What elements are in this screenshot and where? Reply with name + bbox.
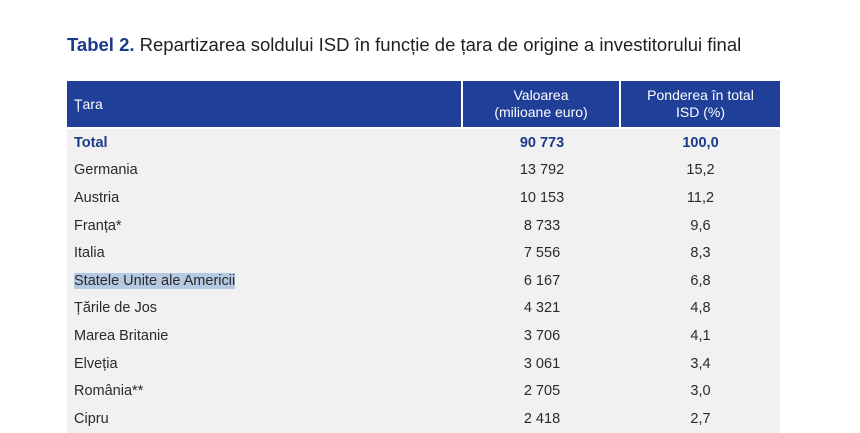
table-row-total: Total 90 773 100,0 bbox=[67, 129, 780, 157]
cell-country: Cipru bbox=[74, 410, 109, 427]
header-country: Țara bbox=[67, 81, 463, 127]
cell-value: 6 167 bbox=[523, 272, 561, 289]
cell-share: 11,2 bbox=[686, 189, 715, 206]
cell-share: 9,6 bbox=[690, 217, 711, 234]
header-country-label: Țara bbox=[74, 96, 103, 112]
table-row: Elveția 3 061 3,4 bbox=[67, 350, 780, 378]
table-number: Tabel 2. bbox=[67, 34, 135, 55]
header-share-line1: Ponderea în total bbox=[647, 87, 754, 103]
isd-table: Țara Valoarea (milioane euro) Ponderea î… bbox=[67, 81, 780, 433]
cell-country: Țările de Jos bbox=[74, 300, 158, 317]
table-row: Statele Unite ale Americii 6 167 6,8 bbox=[67, 267, 780, 295]
selected-text[interactable]: Statele Unite ale Americii bbox=[74, 272, 236, 289]
cell-value: 2 418 bbox=[523, 410, 561, 427]
cell-country: Total bbox=[74, 134, 108, 151]
table-body: Total 90 773 100,0 Germania 13 792 15,2 … bbox=[67, 127, 780, 433]
table-row: Marea Britanie 3 706 4,1 bbox=[67, 322, 780, 350]
cell-value: 10 153 bbox=[519, 189, 565, 206]
cell-value: 90 773 bbox=[519, 134, 565, 151]
cell-country: Franța* bbox=[74, 217, 122, 234]
table-row: România** 2 705 3,0 bbox=[67, 377, 780, 405]
cell-country: Austria bbox=[74, 189, 120, 206]
cell-country: Italia bbox=[74, 245, 105, 262]
table-row: Franța* 8 733 9,6 bbox=[67, 212, 780, 240]
header-value-line2: (milioane euro) bbox=[494, 104, 588, 120]
cell-country: Marea Britanie bbox=[74, 327, 169, 344]
cell-share: 8,3 bbox=[690, 245, 711, 262]
cell-country[interactable]: Statele Unite ale Americii bbox=[67, 272, 463, 289]
table-header: Țara Valoarea (milioane euro) Ponderea î… bbox=[67, 81, 780, 127]
header-share: Ponderea în total ISD (%) bbox=[621, 81, 780, 127]
cell-value: 7 556 bbox=[523, 245, 561, 262]
table-row: Cipru 2 418 2,7 bbox=[67, 405, 780, 433]
cell-value: 3 706 bbox=[523, 327, 561, 344]
cell-value: 13 792 bbox=[519, 162, 565, 179]
table-row: Germania 13 792 15,2 bbox=[67, 157, 780, 185]
cell-country: Germania bbox=[74, 162, 138, 179]
cell-share: 3,4 bbox=[690, 355, 711, 372]
cell-value: 3 061 bbox=[523, 355, 561, 372]
table-row: Țările de Jos 4 321 4,8 bbox=[67, 295, 780, 323]
cell-country: Elveția bbox=[74, 355, 118, 372]
header-value: Valoarea (milioane euro) bbox=[463, 81, 621, 127]
cell-share: 4,8 bbox=[690, 300, 711, 317]
table-caption: Repartizarea soldului ISD în funcție de … bbox=[139, 34, 742, 55]
header-value-line1: Valoarea bbox=[513, 87, 569, 103]
cell-share: 3,0 bbox=[690, 383, 711, 400]
table-row: Italia 7 556 8,3 bbox=[67, 239, 780, 267]
cell-value: 2 705 bbox=[523, 383, 561, 400]
table-title: Tabel 2. Repartizarea soldului ISD în fu… bbox=[67, 34, 741, 56]
cell-share: 4,1 bbox=[690, 327, 711, 344]
header-share-line2: ISD (%) bbox=[675, 104, 725, 120]
cell-value: 8 733 bbox=[523, 217, 561, 234]
cell-share: 6,8 bbox=[690, 272, 711, 289]
cell-share: 15,2 bbox=[686, 162, 715, 179]
cell-share: 2,7 bbox=[690, 410, 711, 427]
cell-value: 4 321 bbox=[523, 300, 561, 317]
cell-country: România** bbox=[74, 383, 144, 400]
cell-share: 100,0 bbox=[682, 134, 719, 151]
table-row: Austria 10 153 11,2 bbox=[67, 184, 780, 212]
